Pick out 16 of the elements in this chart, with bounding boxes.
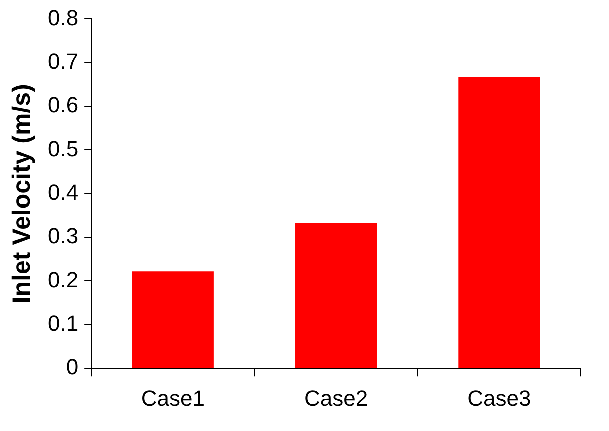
x-tick-label: Case3 (468, 386, 532, 411)
y-tick-label: 0.5 (48, 136, 79, 162)
x-tick-label: Case1 (141, 386, 205, 411)
y-tick-label: 0.3 (48, 224, 79, 249)
bar (296, 223, 378, 368)
y-tick-label: 0.8 (48, 5, 79, 30)
y-tick-label: 0 (66, 354, 79, 380)
y-tick-label: 0.2 (48, 267, 79, 292)
bar (458, 77, 540, 368)
y-axis-title: Inlet Velocity (m/s) (8, 84, 36, 304)
y-tick-label: 0.6 (48, 92, 79, 118)
y-tick-label: 0.1 (48, 310, 79, 336)
x-tick-label: Case2 (304, 386, 368, 411)
y-tick-label: 0.4 (48, 180, 79, 205)
y-tick-label: 0.7 (48, 48, 79, 74)
bar (132, 272, 214, 368)
